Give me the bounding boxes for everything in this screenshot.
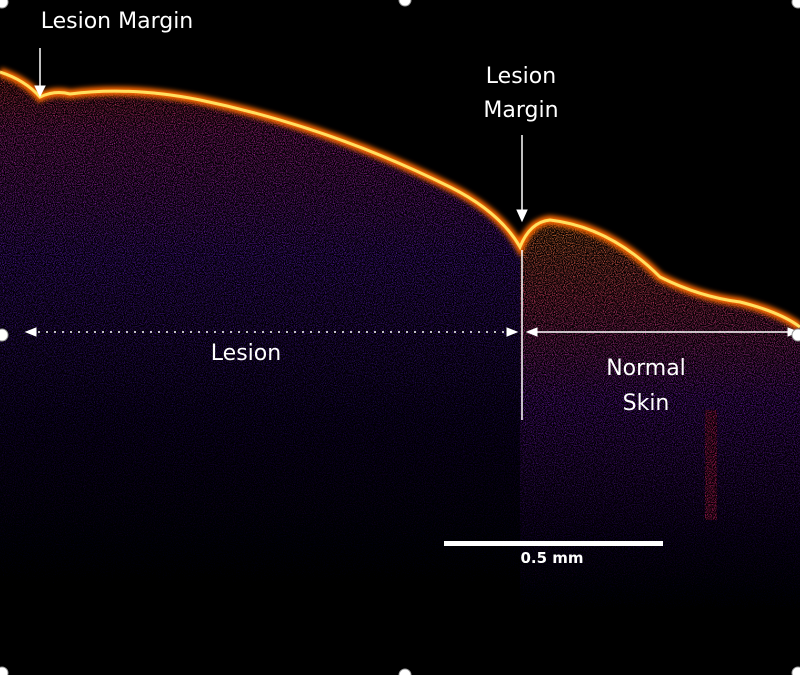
annotations [24,48,800,546]
label: Lesion [211,341,281,366]
lesion-tissue [0,70,520,600]
handle [398,668,412,675]
surface [0,67,800,331]
label: Margin [483,98,558,123]
arrowhead [24,327,37,337]
surface-line [0,70,800,329]
handle [398,0,412,7]
normal-tissue [520,218,800,620]
arrowhead [525,327,538,337]
vessel [705,410,717,520]
tissue [0,70,800,620]
arrowhead [516,209,528,223]
handle [791,328,800,342]
label: Lesion [486,64,556,89]
arrowhead [34,85,46,98]
handle [0,328,9,342]
handle [791,0,800,9]
handle [791,666,800,675]
scale-bar [444,541,663,546]
arrowhead [506,327,519,337]
label: Lesion Margin [41,9,194,34]
label: Skin [623,391,670,416]
handle [0,0,9,9]
handle [0,666,9,675]
scale-label: 0.5 mm [520,549,583,567]
label: Normal [606,356,686,381]
